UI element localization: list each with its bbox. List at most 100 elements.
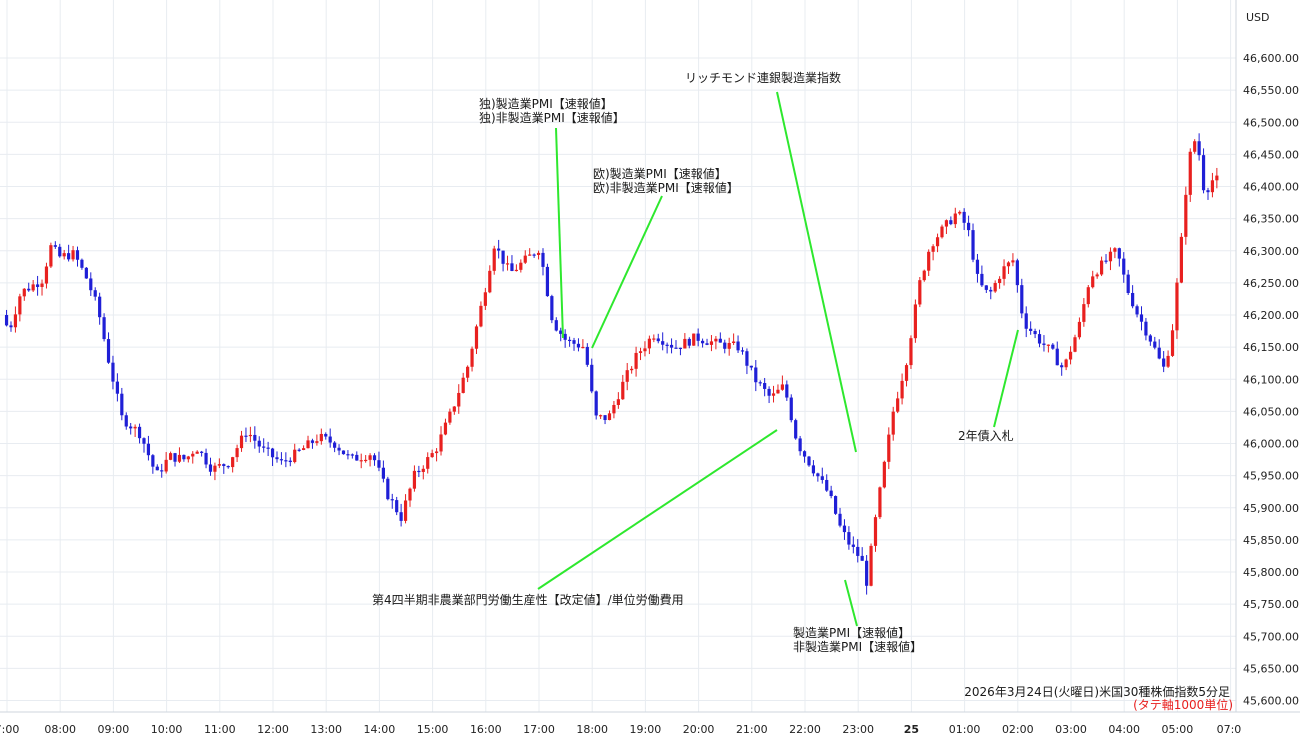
x-tick-label: 7:00 xyxy=(0,723,19,736)
candle-body xyxy=(510,263,514,271)
candle-body xyxy=(262,446,266,448)
candle-body xyxy=(794,420,798,439)
candle-body xyxy=(253,434,257,441)
candle-body xyxy=(581,346,585,349)
candle-body xyxy=(111,362,115,382)
candle-body xyxy=(270,448,275,458)
candle-body xyxy=(75,250,80,260)
x-tick-label: 08:00 xyxy=(44,723,76,736)
candle-body xyxy=(399,512,403,521)
candle-body xyxy=(301,448,306,450)
candle-body xyxy=(718,338,722,343)
candle-body xyxy=(67,253,71,260)
candle-body xyxy=(909,338,913,366)
candle-body xyxy=(474,326,479,349)
candle-body xyxy=(333,442,337,448)
candle-body xyxy=(168,453,173,460)
candle-body xyxy=(235,448,239,458)
candle-body xyxy=(820,476,824,480)
candle-body xyxy=(173,453,177,462)
candle-body xyxy=(949,220,953,225)
y-tick-label: 46,600.00 xyxy=(1243,52,1299,65)
candle-body xyxy=(798,438,802,452)
candle-body xyxy=(1122,258,1126,275)
candle-body xyxy=(1148,335,1152,342)
candle-body xyxy=(825,479,829,491)
candle-body xyxy=(266,447,270,449)
y-tick-label: 45,750.00 xyxy=(1243,598,1299,611)
x-tick-label: 13:00 xyxy=(310,723,342,736)
candle-body xyxy=(860,555,864,561)
candle-body xyxy=(27,288,31,291)
candle-body xyxy=(155,466,159,471)
candle-body xyxy=(1037,334,1042,344)
annotation-label: 独)製造業PMI【速報値】 xyxy=(479,96,613,111)
candle-body xyxy=(1064,359,1068,368)
candle-body xyxy=(1029,328,1033,331)
candle-body xyxy=(386,478,390,500)
candle-body xyxy=(71,250,75,260)
candle-body xyxy=(1077,321,1082,338)
candle-body xyxy=(1055,348,1059,366)
candle-body xyxy=(426,457,430,469)
candle-body xyxy=(669,344,674,348)
x-tick-label: 16:00 xyxy=(470,723,502,736)
candle-body xyxy=(483,292,487,306)
candle-body xyxy=(971,230,975,260)
candle-body xyxy=(789,397,793,421)
annotation-leader-line xyxy=(537,429,778,590)
candle-body xyxy=(776,389,780,394)
candle-body xyxy=(847,532,851,545)
annotation-label: 製造業PMI【速報値】 xyxy=(793,625,910,640)
candle-body xyxy=(545,266,550,297)
candle-body xyxy=(137,426,142,439)
candle-body xyxy=(833,496,838,514)
y-tick-label: 46,450.00 xyxy=(1243,148,1299,161)
candle-body xyxy=(40,283,44,287)
candle-body xyxy=(656,338,660,342)
candle-body xyxy=(740,350,745,352)
candle-body xyxy=(1086,287,1090,305)
candle-body xyxy=(887,434,891,462)
candle-body xyxy=(448,411,452,423)
candle-body xyxy=(723,342,727,349)
candle-body xyxy=(1170,330,1175,356)
candle-body xyxy=(501,250,505,264)
candle-body xyxy=(98,296,102,318)
candle-body xyxy=(93,290,97,297)
x-tick-label: 05:00 xyxy=(1162,723,1194,736)
axes xyxy=(0,0,1300,713)
candle-body xyxy=(35,284,40,287)
y-tick-label: 46,350.00 xyxy=(1243,213,1299,226)
candle-body xyxy=(763,382,767,389)
candle-body xyxy=(1051,344,1055,349)
candle-body xyxy=(532,254,536,256)
candle-body xyxy=(931,246,935,252)
candle-body xyxy=(696,333,700,341)
candle-body xyxy=(989,289,993,292)
candle-body xyxy=(918,280,922,305)
candle-body xyxy=(142,438,146,444)
candle-body xyxy=(1024,313,1028,329)
x-tick-label: 12:00 xyxy=(257,723,289,736)
candle-body xyxy=(182,454,186,460)
candle-body xyxy=(665,344,669,346)
x-tick-label: 19:00 xyxy=(630,723,662,736)
candle-body xyxy=(1117,248,1121,259)
y-tick-label: 46,250.00 xyxy=(1243,277,1299,290)
candle-body xyxy=(612,404,616,414)
candle-body xyxy=(1197,141,1201,156)
candle-body xyxy=(129,426,133,429)
x-tick-label: 20:00 xyxy=(683,723,715,736)
candle-body xyxy=(53,245,57,247)
candle-body xyxy=(306,440,310,449)
candle-body xyxy=(523,255,527,263)
y-tick-label: 45,950.00 xyxy=(1243,470,1299,483)
y-tick-label: 46,200.00 xyxy=(1243,309,1299,322)
grid xyxy=(0,0,1236,712)
candle-body xyxy=(443,422,448,435)
x-tick-label: 23:00 xyxy=(842,723,874,736)
candle-body xyxy=(1153,341,1157,348)
candles xyxy=(4,133,1219,595)
candle-body xyxy=(687,338,691,346)
